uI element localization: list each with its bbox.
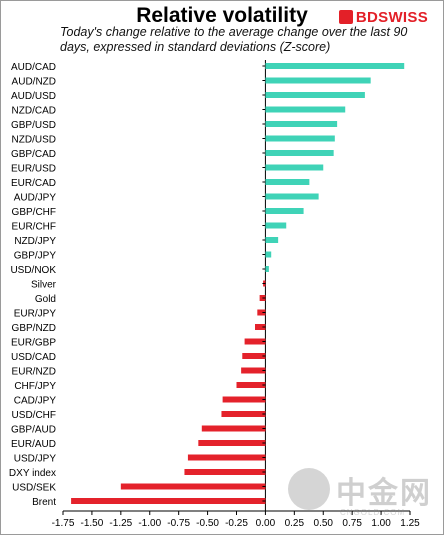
bar bbox=[71, 498, 266, 504]
category-label: EUR/CHF bbox=[12, 222, 56, 233]
x-tick-label: -1.25 bbox=[109, 518, 132, 529]
x-tick-label: 0.25 bbox=[285, 518, 305, 529]
category-label: AUD/NZD bbox=[12, 77, 56, 88]
category-label: GBP/JPY bbox=[14, 251, 57, 262]
bar bbox=[265, 106, 346, 113]
category-label: GBP/USD bbox=[11, 120, 56, 131]
category-label: AUD/JPY bbox=[14, 193, 57, 204]
bar bbox=[255, 324, 266, 330]
bar bbox=[265, 77, 371, 84]
x-tick-label: -0.50 bbox=[196, 518, 219, 529]
x-tick-label: 1.25 bbox=[400, 518, 420, 529]
category-label: NZD/CAD bbox=[12, 106, 56, 117]
bar bbox=[265, 63, 405, 69]
bar bbox=[265, 179, 310, 185]
bar bbox=[236, 382, 266, 388]
category-label: DXY index bbox=[9, 468, 56, 479]
category-label: EUR/NZD bbox=[12, 367, 56, 378]
x-tick-label: 1.00 bbox=[371, 518, 391, 529]
category-label: USD/NOK bbox=[10, 265, 56, 276]
chart-subtitle: Today's change relative to the average c… bbox=[60, 25, 408, 54]
category-label: USD/CAD bbox=[11, 352, 56, 363]
brand-logo: BDSWISS bbox=[338, 9, 428, 26]
category-label: CHF/JPY bbox=[14, 381, 56, 392]
bar bbox=[265, 92, 365, 98]
bar bbox=[201, 425, 266, 432]
bar bbox=[222, 396, 266, 403]
category-label: AUD/CAD bbox=[11, 62, 56, 73]
category-label: NZD/JPY bbox=[14, 236, 56, 247]
logo-mark-icon bbox=[338, 10, 353, 24]
category-label: USD/CHF bbox=[12, 410, 56, 421]
category-label: GBP/CAD bbox=[11, 149, 56, 160]
bar bbox=[265, 135, 335, 142]
bar bbox=[265, 121, 338, 127]
category-label: Brent bbox=[32, 497, 56, 508]
x-tick-label: 0.75 bbox=[342, 518, 362, 529]
category-label: EUR/JPY bbox=[14, 309, 57, 320]
watermark: 中金网 CNGOLD.COM bbox=[288, 462, 438, 532]
x-tick-label: -0.75 bbox=[167, 518, 190, 529]
category-label: CAD/JPY bbox=[14, 396, 57, 407]
bar bbox=[221, 411, 266, 417]
category-label: USD/SEK bbox=[12, 483, 56, 494]
bar bbox=[265, 150, 334, 156]
bar bbox=[265, 222, 287, 229]
bar bbox=[265, 208, 304, 214]
category-label: Silver bbox=[31, 280, 57, 291]
x-tick-label: -1.00 bbox=[138, 518, 161, 529]
bar bbox=[265, 266, 269, 272]
category-label: AUD/USD bbox=[11, 91, 56, 102]
bar bbox=[257, 309, 266, 316]
watermark-logo-icon bbox=[288, 468, 330, 510]
x-tick-label: -0.25 bbox=[225, 518, 248, 529]
category-label: USD/JPY bbox=[14, 454, 57, 465]
chart-title: Relative volatility bbox=[136, 4, 308, 27]
bar bbox=[187, 454, 266, 461]
category-label: Gold bbox=[35, 294, 56, 305]
bar bbox=[265, 251, 272, 258]
category-label: EUR/AUD bbox=[11, 439, 56, 450]
category-label: EUR/USD bbox=[11, 164, 56, 175]
bar bbox=[265, 164, 324, 171]
category-label: EUR/CAD bbox=[11, 178, 56, 189]
x-tick-label: -1.50 bbox=[81, 518, 104, 529]
category-label: EUR/GBP bbox=[11, 338, 56, 349]
bar bbox=[265, 193, 319, 200]
bar bbox=[242, 353, 266, 359]
bar bbox=[120, 483, 266, 490]
bar bbox=[244, 338, 266, 345]
x-tick-label: -1.75 bbox=[52, 518, 75, 529]
category-label: GBP/AUD bbox=[11, 425, 56, 436]
category-label: GBP/CHF bbox=[12, 207, 56, 218]
x-tick-label: 0.00 bbox=[256, 518, 276, 529]
bar bbox=[184, 469, 266, 475]
category-label: NZD/USD bbox=[12, 135, 56, 146]
watermark-en-text: CNGOLD.COM bbox=[340, 508, 406, 517]
bar bbox=[241, 367, 266, 374]
logo-text: BDSWISS bbox=[355, 9, 428, 26]
bar bbox=[198, 440, 266, 446]
bar bbox=[265, 237, 279, 243]
x-tick-label: 0.50 bbox=[314, 518, 334, 529]
watermark-cn-text: 中金网 bbox=[336, 476, 432, 511]
category-label: GBP/NZD bbox=[12, 323, 56, 334]
